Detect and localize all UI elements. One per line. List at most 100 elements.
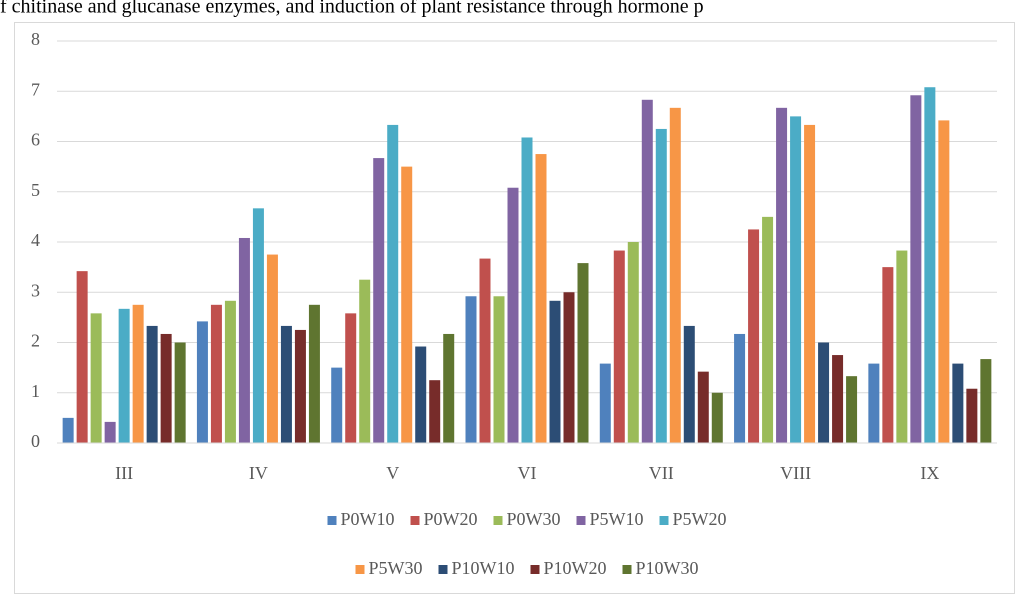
- legend-label: P5W10: [590, 509, 644, 529]
- bar: [280, 325, 292, 443]
- bar: [429, 380, 441, 443]
- legend-label: P10W20: [544, 558, 607, 578]
- bar: [924, 87, 936, 443]
- legend-label: P0W30: [507, 509, 561, 529]
- bar: [910, 95, 922, 444]
- bar: [493, 296, 505, 443]
- bar: [683, 325, 695, 443]
- bar: [465, 296, 477, 443]
- legend-swatch: [410, 516, 420, 525]
- bar: [868, 363, 880, 443]
- y-tick-label: 2: [31, 331, 40, 351]
- legend-label: P5W30: [369, 558, 423, 578]
- bar: [952, 363, 964, 443]
- bar: [521, 137, 533, 444]
- x-tick-label: VI: [518, 463, 537, 483]
- bar: [174, 342, 186, 443]
- bar: [669, 107, 681, 444]
- bar: [104, 421, 116, 443]
- y-tick-label: 5: [31, 180, 40, 200]
- bar: [882, 267, 894, 443]
- bar: [479, 258, 491, 443]
- bar: [790, 116, 802, 443]
- bar: [627, 242, 639, 443]
- y-tick-label: 6: [31, 130, 40, 150]
- x-tick-label: V: [386, 463, 399, 483]
- bar: [238, 237, 250, 443]
- bar: [613, 250, 625, 443]
- y-tick-label: 3: [31, 280, 40, 300]
- bar: [804, 124, 816, 443]
- bar: [938, 120, 950, 444]
- bar: [896, 250, 908, 443]
- bar: [76, 271, 88, 443]
- bar: [846, 376, 858, 443]
- bar: [507, 187, 519, 443]
- legend-swatch: [493, 516, 503, 525]
- x-tick-label: IX: [920, 463, 939, 483]
- bar: [748, 229, 760, 443]
- bar: [160, 333, 172, 443]
- bar: [252, 208, 264, 443]
- y-tick-label: 7: [31, 79, 40, 99]
- x-tick-label: VIII: [780, 463, 811, 483]
- legend-label: P0W10: [341, 509, 395, 529]
- bar: [359, 279, 371, 443]
- legend-label: P10W30: [636, 558, 699, 578]
- bar: [443, 333, 455, 443]
- bar: [210, 304, 222, 443]
- bar: [294, 329, 306, 443]
- bar: [373, 158, 385, 443]
- bar: [132, 304, 144, 443]
- bar: [697, 371, 709, 443]
- bar: [549, 300, 561, 443]
- bar: [62, 417, 74, 443]
- bar: [401, 166, 413, 443]
- bar: [818, 342, 830, 443]
- x-tick-label: III: [115, 463, 133, 483]
- bar: [415, 346, 427, 443]
- bar: [146, 325, 158, 443]
- bar: [535, 154, 547, 443]
- x-tick-label: VII: [649, 463, 674, 483]
- bar: [711, 392, 723, 443]
- bar: [387, 124, 399, 443]
- legend-swatch: [576, 516, 586, 525]
- bar: [266, 254, 278, 443]
- bar: [599, 363, 611, 443]
- bar: [577, 263, 589, 443]
- bar: [563, 292, 575, 443]
- y-tick-label: 1: [31, 381, 40, 401]
- x-tick-label: IV: [249, 463, 268, 483]
- y-tick-label: 0: [31, 431, 40, 451]
- legend-label: P5W20: [673, 509, 727, 529]
- bar: [196, 321, 208, 443]
- legend-swatch: [438, 565, 448, 574]
- bar: [308, 304, 320, 443]
- legend-swatch: [622, 565, 632, 574]
- bar: [966, 388, 978, 443]
- bar: [118, 308, 130, 443]
- bar: [734, 333, 746, 443]
- legend-swatch: [327, 516, 337, 525]
- legend-swatch: [530, 565, 540, 574]
- bar: [641, 99, 653, 443]
- legend-label: P10W10: [452, 558, 515, 578]
- bar: [90, 313, 102, 443]
- bar: [832, 355, 844, 443]
- bar: [331, 367, 343, 443]
- legend-label: P0W20: [424, 509, 478, 529]
- legend-swatch: [355, 565, 365, 574]
- legend-swatch: [659, 516, 669, 525]
- y-tick-label: 4: [31, 230, 40, 250]
- bar: [224, 300, 236, 443]
- bar: [655, 128, 667, 443]
- bar: [776, 107, 788, 444]
- y-tick-label: 8: [31, 29, 40, 49]
- bar: [980, 359, 992, 443]
- bar: [345, 313, 357, 443]
- bar: [762, 216, 774, 443]
- caption: f chitinase and glucanase enzymes, and i…: [0, 0, 704, 18]
